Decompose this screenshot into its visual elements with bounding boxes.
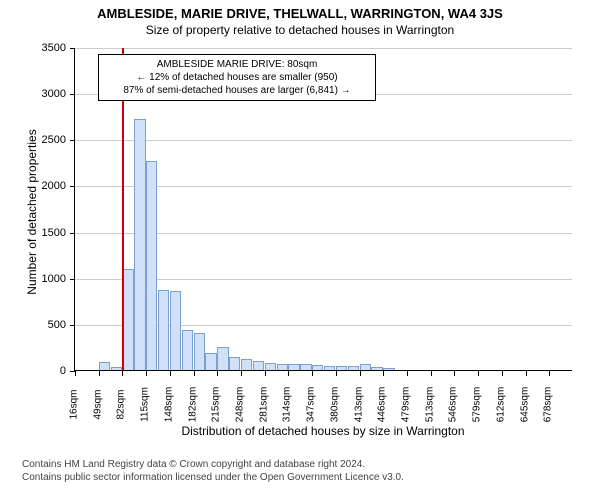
xtick-label: 645sqm — [519, 387, 530, 423]
histogram-bar — [194, 333, 205, 370]
ytick-mark — [70, 186, 75, 187]
ytick-label: 2500 — [34, 134, 66, 146]
footer-text: Contains HM Land Registry data © Crown c… — [22, 458, 404, 484]
xtick-label: 579sqm — [472, 387, 483, 423]
xtick-mark — [288, 371, 289, 376]
ytick-mark — [70, 279, 75, 280]
histogram-bar — [324, 366, 335, 370]
ytick-label: 1500 — [34, 227, 66, 239]
histogram-bar — [170, 291, 181, 370]
xtick-label: 347sqm — [306, 387, 317, 423]
ytick-mark — [70, 94, 75, 95]
histogram-bar — [348, 366, 359, 370]
xtick-mark — [217, 371, 218, 376]
histogram-bar — [265, 363, 276, 370]
xtick-label: 182sqm — [187, 387, 198, 423]
histogram-bar — [253, 361, 264, 370]
histogram-bar — [229, 357, 240, 370]
xtick-mark — [454, 371, 455, 376]
ytick-label: 2000 — [34, 180, 66, 192]
histogram-bar — [111, 367, 122, 370]
histogram-bar — [158, 290, 169, 370]
grid-line — [75, 140, 572, 141]
xtick-mark — [194, 371, 195, 376]
ytick-mark — [70, 325, 75, 326]
ytick-mark — [70, 233, 75, 234]
xtick-label: 314sqm — [282, 387, 293, 423]
xtick-mark — [407, 371, 408, 376]
chart-title-sub: Size of property relative to detached ho… — [0, 21, 600, 37]
annotation-line-1: AMBLESIDE MARIE DRIVE: 80sqm — [105, 58, 369, 71]
xtick-label: 49sqm — [92, 389, 103, 419]
x-axis-label: Distribution of detached houses by size … — [74, 424, 572, 438]
xtick-mark — [241, 371, 242, 376]
ytick-label: 500 — [34, 319, 66, 331]
annotation-line-2: ← 12% of detached houses are smaller (95… — [105, 71, 369, 84]
histogram-bar — [217, 347, 228, 370]
xtick-label: 215sqm — [211, 387, 222, 423]
histogram-bar — [336, 366, 347, 370]
xtick-label: 413sqm — [353, 387, 364, 423]
chart-container: AMBLESIDE, MARIE DRIVE, THELWALL, WARRIN… — [0, 0, 600, 500]
ytick-mark — [70, 48, 75, 49]
histogram-bar — [312, 365, 323, 370]
xtick-mark — [478, 371, 479, 376]
histogram-bar — [182, 330, 193, 370]
xtick-label: 678sqm — [543, 387, 554, 423]
xtick-mark — [502, 371, 503, 376]
histogram-bar — [134, 119, 145, 370]
xtick-mark — [170, 371, 171, 376]
histogram-bar — [146, 161, 157, 370]
xtick-label: 612sqm — [495, 387, 506, 423]
xtick-label: 248sqm — [235, 387, 246, 423]
xtick-label: 148sqm — [163, 387, 174, 423]
xtick-label: 281sqm — [258, 387, 269, 423]
xtick-mark — [122, 371, 123, 376]
xtick-mark — [99, 371, 100, 376]
xtick-label: 82sqm — [116, 389, 127, 419]
xtick-label: 546sqm — [448, 387, 459, 423]
xtick-mark — [265, 371, 266, 376]
histogram-bar — [277, 364, 288, 370]
xtick-label: 513sqm — [424, 387, 435, 423]
chart-title-main: AMBLESIDE, MARIE DRIVE, THELWALL, WARRIN… — [0, 0, 600, 21]
xtick-label: 446sqm — [377, 387, 388, 423]
histogram-bar — [99, 362, 110, 370]
xtick-label: 479sqm — [401, 387, 412, 423]
xtick-mark — [431, 371, 432, 376]
footer-line-1: Contains HM Land Registry data © Crown c… — [22, 458, 404, 471]
xtick-mark — [75, 371, 76, 376]
histogram-bar — [371, 367, 382, 370]
xtick-mark — [312, 371, 313, 376]
xtick-mark — [549, 371, 550, 376]
xtick-mark — [146, 371, 147, 376]
xtick-label: 115sqm — [140, 387, 151, 422]
ytick-label: 3000 — [34, 88, 66, 100]
histogram-bar — [383, 368, 394, 370]
xtick-mark — [526, 371, 527, 376]
grid-line — [75, 48, 572, 49]
ytick-label: 0 — [34, 365, 66, 377]
xtick-label: 16sqm — [69, 389, 80, 419]
histogram-bar — [300, 364, 311, 370]
xtick-mark — [336, 371, 337, 376]
xtick-label: 380sqm — [329, 387, 340, 423]
histogram-bar — [360, 364, 371, 370]
histogram-bar — [288, 364, 299, 370]
xtick-mark — [360, 371, 361, 376]
ytick-mark — [70, 140, 75, 141]
footer-line-2: Contains public sector information licen… — [22, 471, 404, 484]
annotation-box: AMBLESIDE MARIE DRIVE: 80sqm ← 12% of de… — [98, 54, 376, 101]
xtick-mark — [383, 371, 384, 376]
histogram-bar — [205, 353, 216, 370]
ytick-label: 3500 — [34, 42, 66, 54]
histogram-bar — [241, 359, 252, 370]
ytick-label: 1000 — [34, 273, 66, 285]
annotation-line-3: 87% of semi-detached houses are larger (… — [105, 84, 369, 97]
